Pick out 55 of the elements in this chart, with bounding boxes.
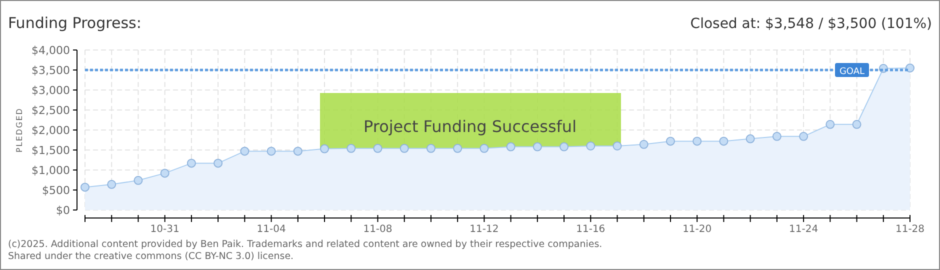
point [186,158,196,168]
point [719,136,728,146]
point [453,144,462,153]
point [214,158,223,168]
y-axis-title: PLEDGED [15,108,24,152]
point [346,144,356,153]
x-tick-label: 11-20 [682,224,712,235]
point [772,132,782,141]
point [160,168,170,178]
point [426,144,436,153]
point [506,142,516,152]
point [586,142,596,150]
point [107,180,116,189]
point [692,136,702,146]
x-tick-label: 11-08 [363,224,392,235]
point [320,144,330,154]
point [799,132,808,141]
point [639,140,648,149]
y-tick-label: $2,500 [32,104,70,117]
chart-title: Funding Progress: [8,14,142,32]
y-tick-label: $3,000 [32,84,70,97]
point [240,146,250,156]
x-tick-label: 11-16 [576,224,606,235]
y-tick-label: $4,000 [32,44,70,57]
x-tick-label: 11-24 [789,224,818,235]
text: (c)2025. Additional content provided by Ben Paik. Trademarks and related content are owned by their respective companies. [8,239,602,250]
chart-subtitle: Closed at: $3,548 / $3,500 (101%) [690,16,932,32]
point [80,182,90,192]
point [852,120,862,129]
y-tick-label: $1,500 [32,144,70,157]
y-tick-label: $3,500 [32,64,70,77]
x-tick-label: 10-31 [150,224,180,235]
x-tick-label: 11-12 [470,224,499,235]
y-tick-label: $500 [42,184,70,197]
point [480,144,489,153]
x-tick-label: 11-28 [895,224,925,235]
text: Shared under the creative commons (CC BY-NC 3.0) license. [8,251,294,262]
point [612,142,622,150]
point [746,134,755,144]
y-tick-label: $0 [56,204,70,217]
ref-line-label: GOAL [839,67,865,77]
point [293,146,302,156]
point [134,176,143,185]
y-tick-label: $1,000 [32,164,70,177]
point [532,142,542,152]
point [373,144,382,153]
point [906,64,914,72]
y-tick-label: $2,000 [32,124,70,137]
point [826,120,835,129]
point [400,144,409,153]
x-tick-label: 11-04 [256,224,286,235]
annotation: Project Funding Successful [363,117,577,136]
point [266,146,276,156]
point [560,142,569,152]
point [666,136,675,146]
